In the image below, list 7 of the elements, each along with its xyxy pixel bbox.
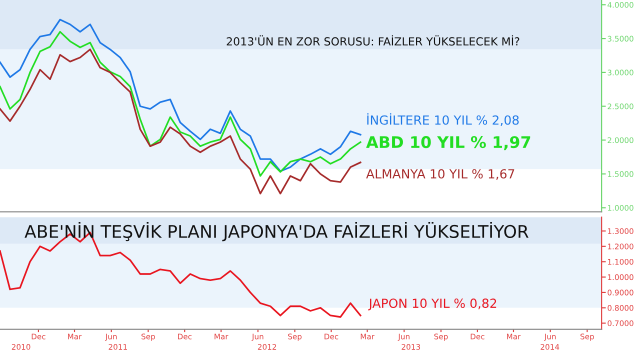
series-label: ABD 10 YIL % 1,97 <box>366 136 530 150</box>
series-label: İNGİLTERE 10 YIL % 2,08 <box>367 113 519 126</box>
series-label: ALMANYA 10 YIL % 1,67 <box>366 169 514 180</box>
chart-title: ABE'NİN TEŞVİK PLANI JAPONYA'DA FAİZLERİ YÜKSELTİYOR <box>24 222 529 242</box>
line-series <box>0 48 362 194</box>
text: 2013'ÜN EN ZOR SORUSU: FAİZLER YÜKSELECEK Mİ? <box>226 35 520 46</box>
series-label: JAPON 10 YIL % 0,82 <box>368 298 496 310</box>
